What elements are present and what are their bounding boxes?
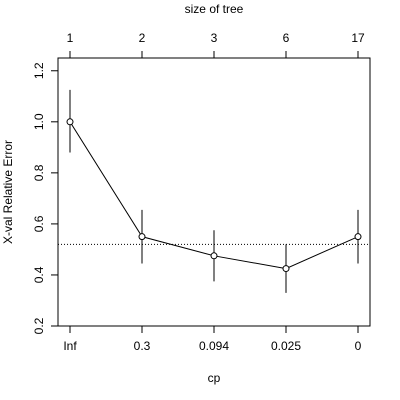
x-tick-label: 0.094 (199, 339, 229, 353)
top-tick-label: 6 (283, 31, 290, 45)
y-tick-label: 0.4 (32, 266, 46, 283)
x-tick-label: 0.025 (271, 339, 301, 353)
top-axis: 1 2 3 6 17 (67, 31, 365, 59)
bottom-axis: Inf 0.3 0.094 0.025 0 (63, 325, 362, 353)
plot-box (57, 57, 371, 327)
x-axis-title: cp (208, 371, 221, 385)
data-point (66, 118, 74, 126)
y-axis-title: X-val Relative Error (1, 140, 15, 244)
top-tick-label: 1 (67, 31, 74, 45)
y-tick-label: 1.0 (32, 113, 46, 130)
y-tick-label: 1.2 (32, 62, 46, 79)
top-tick-label: 3 (211, 31, 218, 45)
data-point (210, 252, 218, 260)
y-tick-label: 0.8 (32, 164, 46, 181)
data-point (282, 265, 290, 273)
series-layer (66, 89, 362, 293)
data-point (138, 233, 146, 241)
y-tick-label: 0.2 (32, 317, 46, 334)
x-tick-label: Inf (63, 339, 77, 353)
y-tick-label: 0.6 (32, 215, 46, 232)
top-tick-label: 2 (139, 31, 146, 45)
top-tick-label: 17 (351, 31, 365, 45)
y-axis: 0.2 0.4 0.6 0.8 1.0 1.2 (32, 62, 59, 334)
data-point (354, 233, 362, 241)
top-axis-title: size of tree (185, 2, 244, 16)
x-tick-label: 0.3 (134, 339, 151, 353)
x-tick-label: 0 (355, 339, 362, 353)
